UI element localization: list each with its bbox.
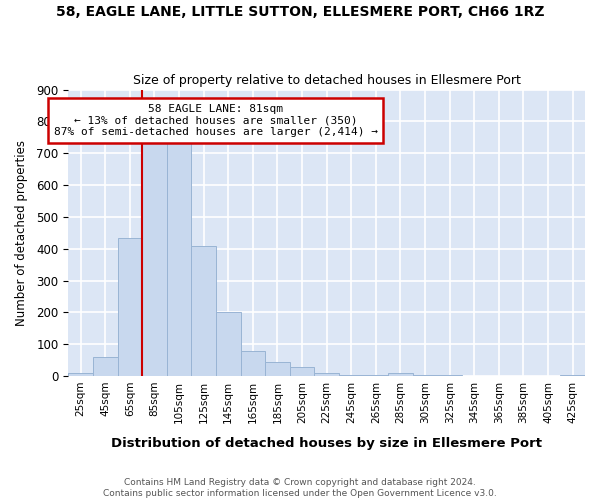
Bar [118,238,142,376]
Y-axis label: Number of detached properties: Number of detached properties [15,140,28,326]
Title: Size of property relative to detached houses in Ellesmere Port: Size of property relative to detached ho… [133,74,521,87]
Bar [142,138,167,376]
Text: Contains HM Land Registry data © Crown copyright and database right 2024.
Contai: Contains HM Land Registry data © Crown c… [103,478,497,498]
Bar [93,357,118,376]
Bar [216,312,241,376]
Bar [68,373,93,376]
X-axis label: Distribution of detached houses by size in Ellesmere Port: Distribution of detached houses by size … [111,437,542,450]
Bar [339,374,364,376]
Bar [241,352,265,376]
Bar [388,373,413,376]
Bar [191,246,216,376]
Bar [290,366,314,376]
Text: 58 EAGLE LANE: 81sqm
← 13% of detached houses are smaller (350)
87% of semi-deta: 58 EAGLE LANE: 81sqm ← 13% of detached h… [54,104,378,137]
Bar [413,375,437,376]
Bar [314,373,339,376]
Bar [167,138,191,376]
Text: 58, EAGLE LANE, LITTLE SUTTON, ELLESMERE PORT, CH66 1RZ: 58, EAGLE LANE, LITTLE SUTTON, ELLESMERE… [56,5,544,19]
Bar [560,374,585,376]
Bar [364,374,388,376]
Bar [265,362,290,376]
